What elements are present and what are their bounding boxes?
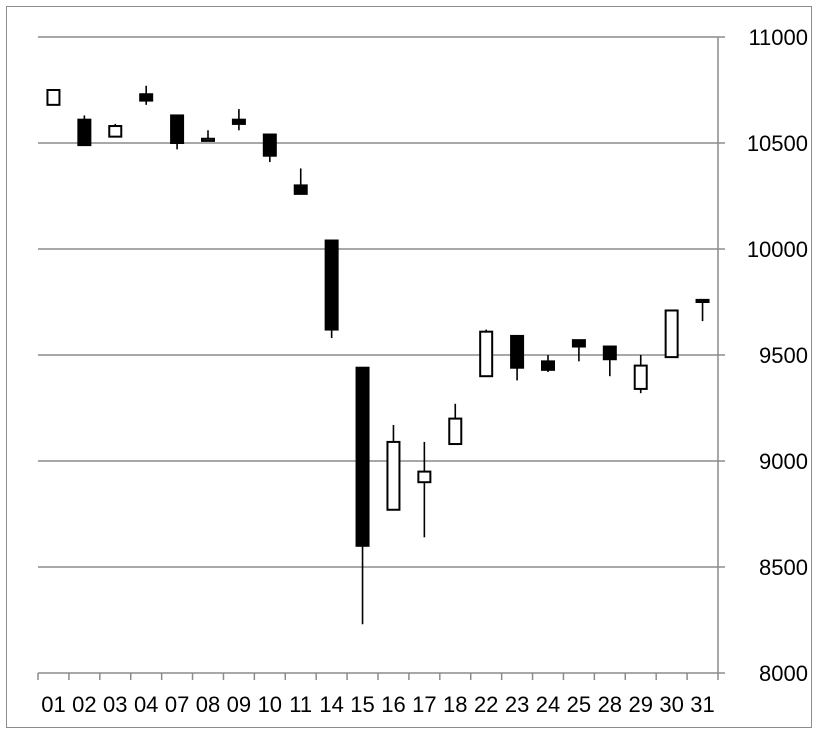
y-tick-label: 10000 <box>747 237 808 262</box>
candle-body-down <box>293 184 308 195</box>
y-tick-label: 11000 <box>748 25 808 50</box>
x-tick-label: 08 <box>196 692 220 717</box>
candle-25 <box>571 339 586 362</box>
candle-08 <box>201 130 215 142</box>
y-tick-label: 8500 <box>759 555 808 580</box>
y-tick-label: 10500 <box>747 131 808 156</box>
candle-body-up <box>448 417 463 446</box>
candle-01 <box>46 89 61 106</box>
candle-body-up <box>479 330 494 378</box>
candle-body-down <box>571 339 586 348</box>
y-tick-label: 9000 <box>759 449 808 474</box>
candle-body-down <box>77 118 92 147</box>
candle-07 <box>170 114 185 150</box>
candle-17 <box>417 441 432 538</box>
candle-22 <box>479 329 494 378</box>
x-tick-label: 30 <box>659 692 683 717</box>
candle-23 <box>510 334 525 381</box>
x-tick-label: 02 <box>72 692 96 717</box>
x-tick-label: 29 <box>628 692 652 717</box>
candle-15 <box>355 366 370 625</box>
candle-body-down <box>602 345 617 361</box>
x-tick-label: 03 <box>103 692 127 717</box>
candle-28 <box>602 345 617 377</box>
x-tick-label: 04 <box>134 692 158 717</box>
candle-body-down <box>510 334 525 369</box>
candle-body-up <box>664 309 679 359</box>
x-tick-label: 17 <box>412 692 436 717</box>
x-tick-label: 18 <box>443 692 467 717</box>
grid-lines <box>38 36 718 568</box>
x-tick-label: 23 <box>505 692 529 717</box>
candle-body-down <box>170 114 185 145</box>
candle-body-up <box>201 137 215 142</box>
x-tick-label: 10 <box>258 692 282 717</box>
candle-30 <box>664 309 679 359</box>
x-tick-label: 25 <box>567 692 591 717</box>
candle-body-down <box>324 239 339 331</box>
candle-03 <box>108 123 123 138</box>
chart-frame <box>6 6 812 728</box>
x-tick-label: 22 <box>474 692 498 717</box>
x-tick-label: 24 <box>536 692 560 717</box>
candle-body-up <box>633 364 648 390</box>
candle-body-down <box>541 360 555 371</box>
candle-31 <box>695 298 710 322</box>
y-tick-label: 9500 <box>759 343 808 368</box>
candle-16 <box>386 424 401 511</box>
candle-body-down <box>262 133 277 157</box>
y-tick-label: 8000 <box>759 661 808 686</box>
x-tick-label: 11 <box>289 692 312 717</box>
y-axis-tick-labels: 8000 8500 9000 9500 10000 10500 11000 <box>747 25 808 686</box>
candle-11 <box>293 168 308 195</box>
candle-24 <box>541 355 555 372</box>
candle-body-up <box>46 89 61 106</box>
candle-body-down <box>139 93 154 102</box>
candle-body-up <box>386 440 401 511</box>
x-tick-label: 28 <box>598 692 622 717</box>
candle-body-down <box>355 366 370 547</box>
candle-04 <box>139 85 154 105</box>
x-axis-tick-labels: 01 02 03 04 07 08 09 10 11 14 15 16 17 18 22 23 24 25 28 29… <box>41 692 715 717</box>
candles <box>46 85 710 625</box>
candle-10 <box>262 133 277 163</box>
candle-02 <box>77 115 92 147</box>
candle-09 <box>231 109 246 131</box>
candle-body-down <box>695 298 710 304</box>
candle-18 <box>448 403 463 446</box>
x-tick-label: 31 <box>690 692 714 717</box>
x-tick-label: 15 <box>350 692 374 717</box>
x-tick-label: 09 <box>227 692 251 717</box>
candle-body-up <box>417 470 432 484</box>
axes <box>37 36 725 680</box>
candle-body-down <box>231 118 246 125</box>
x-tick-label: 07 <box>165 692 189 717</box>
x-tick-label: 01 <box>41 692 65 717</box>
x-tick-label: 14 <box>319 692 343 717</box>
candle-body-up <box>108 125 123 138</box>
x-tick-label: 16 <box>381 692 405 717</box>
candle-29 <box>633 355 648 394</box>
candle-14 <box>324 239 339 339</box>
